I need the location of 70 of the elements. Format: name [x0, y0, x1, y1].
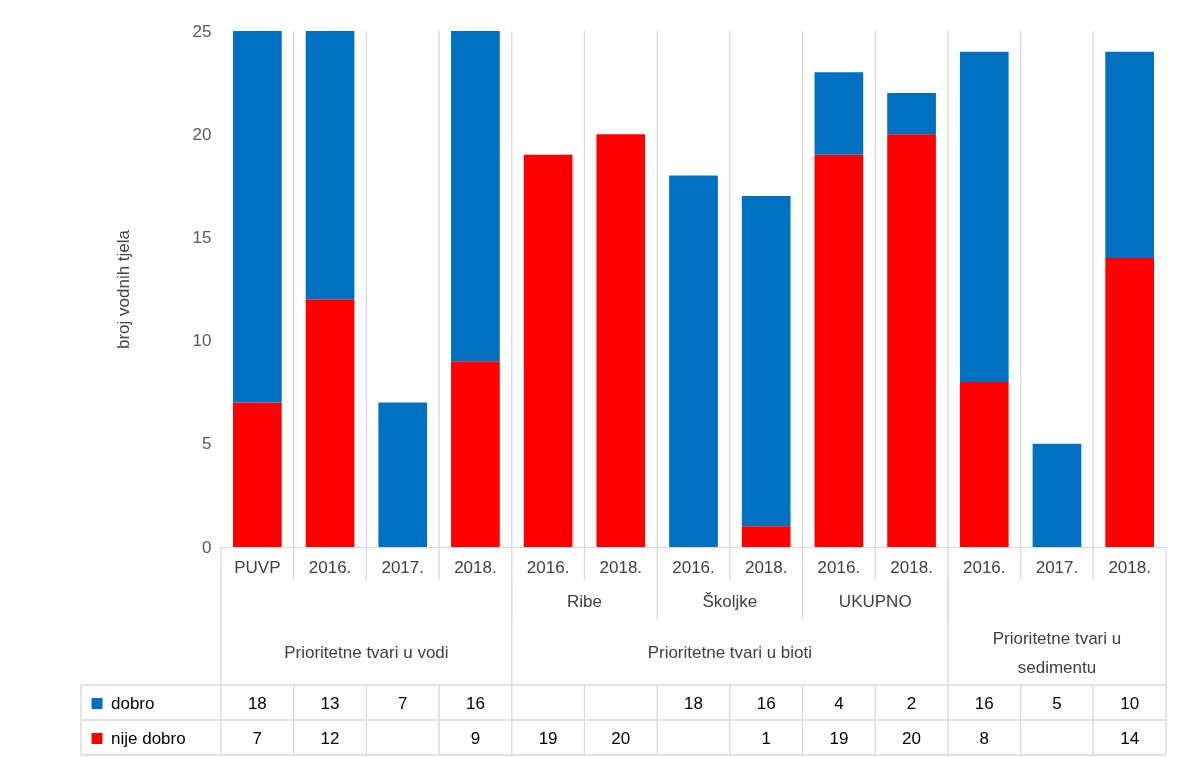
data-label: 20: [902, 728, 922, 748]
x-tick-label: 2016.: [963, 557, 1006, 577]
data-label: 16: [756, 693, 776, 713]
bar: [959, 51, 1009, 382]
y-tick-label: 15: [192, 227, 212, 247]
data-label: 14: [1120, 728, 1140, 748]
x-tick-label: 2016.: [526, 557, 570, 577]
data-label: 4: [834, 693, 844, 713]
y-axis-title: broj vodnih tjela: [113, 229, 133, 350]
data-label: 12: [320, 728, 340, 748]
text: Ribe: [566, 592, 602, 611]
bar: [887, 134, 936, 547]
data-label: 7: [252, 728, 263, 748]
text: Školjke: [702, 592, 758, 611]
legend-label: nije dobro: [111, 728, 186, 748]
data-label: 16: [974, 693, 994, 713]
bar: [523, 154, 573, 547]
data-label: 10: [1120, 693, 1140, 713]
x-tick-label: 2017.: [381, 557, 424, 577]
bar: [814, 72, 864, 155]
bar: [959, 381, 1009, 547]
y-tick-label: 0: [202, 537, 212, 557]
data-label: 19: [829, 728, 849, 748]
bar: [596, 134, 646, 547]
x-tick-label: 2018.: [454, 557, 497, 577]
bar: [741, 526, 791, 547]
data-label: 2: [906, 693, 917, 713]
x-tick-label: 2016.: [672, 557, 715, 577]
bar: [232, 31, 282, 403]
text: UKUPNO: [838, 592, 912, 611]
text: Prioritetne tvari u bioti: [647, 642, 813, 662]
bar: [451, 31, 500, 362]
data-label: 16: [465, 693, 485, 713]
bar: [1105, 258, 1155, 547]
text: Prioritetne tvari u sedimentu: [992, 628, 1122, 677]
data-label: 9: [470, 728, 481, 748]
bar: [741, 196, 791, 527]
x-tick-label: 2018.: [1108, 557, 1151, 577]
x-tick-label: 2016.: [308, 557, 352, 577]
y-tick-label: 25: [192, 21, 212, 41]
bar: [1032, 443, 1082, 547]
x-tick-label: PUVP: [234, 557, 281, 577]
bar: [305, 31, 355, 300]
data-label: 18: [247, 693, 267, 713]
x-tick-label: 2018.: [599, 557, 643, 577]
data-label: 8: [979, 728, 989, 748]
data-label: 13: [320, 693, 340, 713]
bar: [1105, 51, 1155, 259]
bar: [814, 154, 864, 547]
data-label: 20: [611, 728, 631, 748]
data-label: 18: [684, 693, 703, 713]
legend-label: dobro: [111, 693, 155, 713]
bar: [232, 402, 282, 547]
x-tick-label: 2018.: [744, 557, 788, 577]
bar: [451, 361, 500, 547]
data-label: 5: [1052, 693, 1062, 713]
bar: [378, 402, 428, 547]
bar: [669, 175, 718, 547]
x-tick-label: 2018.: [890, 557, 933, 577]
text: Prioritetne tvari u vodi: [284, 642, 449, 662]
x-tick-label: 2016.: [817, 557, 861, 577]
bar: [887, 92, 936, 135]
data-label: 7: [398, 693, 408, 713]
y-tick-label: 10: [192, 331, 212, 351]
y-tick-label: 5: [202, 434, 212, 454]
y-tick-label: 20: [192, 124, 212, 144]
x-tick-label: 2017.: [1035, 557, 1079, 577]
bar: [305, 299, 355, 547]
data-label: 1: [761, 728, 771, 748]
data-label: 19: [538, 728, 558, 748]
